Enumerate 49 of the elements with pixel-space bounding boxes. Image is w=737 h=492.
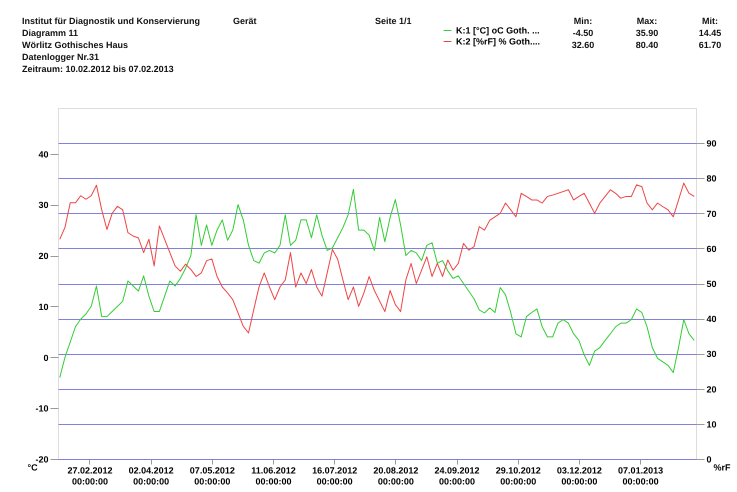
y2-tick-label: 60: [706, 244, 717, 254]
y2-axis-title: %rF: [714, 462, 732, 472]
y-tick-label: -20: [35, 454, 48, 464]
x-tick-label: 07.01.2013 00:00:00: [618, 466, 664, 486]
text: 35.90: [636, 28, 658, 38]
text: Zeitraum: 10.02.2012 bis 07.02.2013: [22, 64, 174, 74]
y2-tick-label: 50: [706, 279, 717, 289]
x-tick-label: 03.12.2012 00:00:00: [556, 466, 602, 486]
y-tick-label: 10: [38, 302, 48, 312]
text: 61.70: [698, 40, 722, 50]
legend-label: K:2 [%rF] % Goth....: [456, 36, 540, 46]
x-tick-label: 24.09.2012 00:00:00: [434, 466, 480, 486]
legend-label: K:1 [°C] oC Goth. ...: [456, 26, 540, 36]
text: Institut für Diagnostik und Konservierung: [22, 16, 200, 26]
y2-tick-label: 70: [706, 208, 717, 219]
y-tick-label: 0: [43, 352, 48, 363]
x-tick-label: 16.07.2012 00:00:00: [312, 466, 358, 486]
x-tick-label: 20.08.2012 00:00:00: [373, 466, 418, 486]
text: Min:: [574, 16, 592, 26]
y2-tick-label: 30: [706, 349, 717, 360]
text: Diagramm 11: [22, 28, 78, 38]
y2-tick-label: 80: [706, 174, 717, 184]
text: -4.50: [572, 28, 594, 38]
line-series: [59, 182, 695, 334]
x-tick-label: 11.06.2012 00:00:00: [251, 466, 296, 486]
text: Seite 1/1: [375, 16, 412, 26]
y2-tick-label: 0: [706, 454, 712, 464]
y-tick-label: -10: [35, 404, 48, 414]
y-tick-label: 20: [38, 251, 48, 262]
y-tick-label: 30: [38, 200, 48, 210]
x-tick-label: 29.10.2012 00:00:00: [496, 466, 541, 486]
y2-tick-label: 90: [706, 138, 717, 149]
text: 32.60: [572, 40, 594, 50]
x-tick-label: 07.05.2012 00:00:00: [190, 466, 235, 486]
text: Mit:: [702, 16, 718, 26]
line-series: [59, 188, 695, 378]
y2-tick-label: 10: [706, 419, 717, 430]
x-tick-label: 27.02.2012 00:00:00: [67, 466, 112, 486]
y-tick-label: 40: [38, 149, 48, 160]
text: Wörlitz Gothisches Haus: [22, 40, 128, 50]
y2-tick-label: 40: [706, 314, 717, 324]
text: Max:: [636, 16, 658, 26]
text: 80.40: [636, 40, 658, 50]
y2-tick-label: 20: [706, 384, 717, 394]
y-axis-title: °C: [28, 462, 38, 472]
text: Gerät: [233, 16, 257, 26]
text: Datenlogger Nr.31: [22, 52, 100, 62]
x-tick-label: 02.04.2012 00:00:00: [128, 466, 174, 486]
text: 14.45: [698, 28, 722, 38]
